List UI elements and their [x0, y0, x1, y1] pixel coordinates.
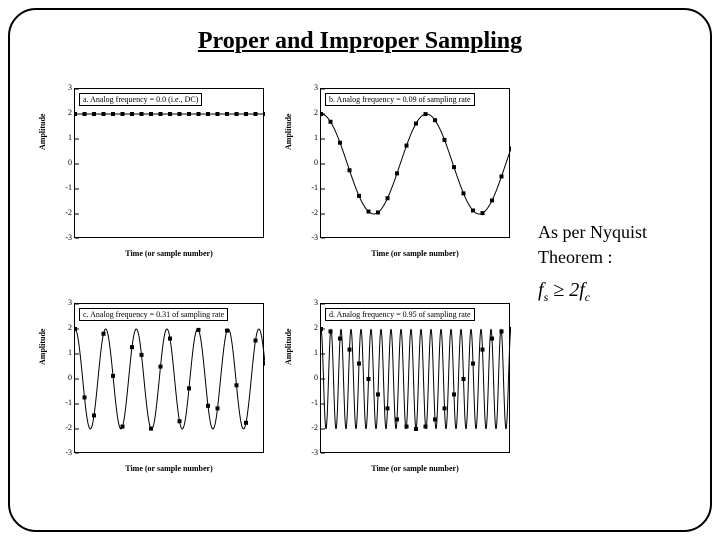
theorem-text: As per Nyquist Theorem : fs ≥ 2fc — [538, 220, 647, 500]
ytick-label: -3 — [60, 448, 72, 457]
xlabel: Time (or sample number) — [74, 249, 264, 258]
plot-a: a. Analog frequency = 0.0 (i.e., DC) — [74, 88, 264, 238]
ytick-label: 0 — [306, 158, 318, 167]
ytick-label: -3 — [306, 448, 318, 457]
caption-d: d. Analog frequency = 0.95 of sampling r… — [325, 308, 475, 321]
chart-svg-d — [321, 304, 511, 454]
ytick-label: -2 — [60, 423, 72, 432]
ytick-label: 0 — [60, 158, 72, 167]
panel-a: Amplitude a. Analog frequency = 0.0 (i.e… — [40, 80, 270, 270]
theorem-line1: As per Nyquist — [538, 220, 647, 245]
plot-c: c. Analog frequency = 0.31 of sampling r… — [74, 303, 264, 453]
panel-d: Amplitude d. Analog frequency = 0.95 of … — [286, 295, 516, 485]
ytick-label: 2 — [306, 108, 318, 117]
ytick-label: -2 — [60, 208, 72, 217]
xlabel: Time (or sample number) — [320, 464, 510, 473]
ytick-label: 1 — [60, 348, 72, 357]
ytick-label: -1 — [306, 183, 318, 192]
xlabel: Time (or sample number) — [74, 464, 264, 473]
ytick-label: 2 — [306, 323, 318, 332]
ytick-label: 2 — [60, 323, 72, 332]
content-area: Amplitude a. Analog frequency = 0.0 (i.e… — [40, 80, 680, 500]
ytick-label: 1 — [306, 348, 318, 357]
panel-c: Amplitude c. Analog frequency = 0.31 of … — [40, 295, 270, 485]
nyquist-formula: fs ≥ 2fc — [538, 276, 647, 306]
charts-grid: Amplitude a. Analog frequency = 0.0 (i.e… — [40, 80, 520, 500]
ytick-label: -3 — [306, 233, 318, 242]
chart-svg-c — [75, 304, 265, 454]
ytick-label: 0 — [306, 373, 318, 382]
ylabel: Amplitude — [284, 329, 293, 365]
panel-b: Amplitude b. Analog frequency = 0.09 of … — [286, 80, 516, 270]
ytick-label: -1 — [60, 398, 72, 407]
chart-svg-a — [75, 89, 265, 239]
ylabel: Amplitude — [38, 329, 47, 365]
slide-frame: Proper and Improper Sampling Amplitude a… — [8, 8, 712, 532]
caption-a: a. Analog frequency = 0.0 (i.e., DC) — [79, 93, 202, 106]
ytick-label: 3 — [306, 83, 318, 92]
ytick-label: 3 — [306, 298, 318, 307]
ytick-label: 2 — [60, 108, 72, 117]
ytick-label: -3 — [60, 233, 72, 242]
caption-b: b. Analog frequency = 0.09 of sampling r… — [325, 93, 475, 106]
ytick-label: 1 — [60, 133, 72, 142]
ylabel: Amplitude — [38, 114, 47, 150]
caption-c: c. Analog frequency = 0.31 of sampling r… — [79, 308, 228, 321]
xlabel: Time (or sample number) — [320, 249, 510, 258]
ytick-label: -1 — [60, 183, 72, 192]
ytick-label: 3 — [60, 83, 72, 92]
ytick-label: 1 — [306, 133, 318, 142]
ytick-label: -2 — [306, 423, 318, 432]
ylabel: Amplitude — [284, 114, 293, 150]
plot-d: d. Analog frequency = 0.95 of sampling r… — [320, 303, 510, 453]
theorem-line2: Theorem : — [538, 245, 647, 270]
ytick-label: 3 — [60, 298, 72, 307]
page-title: Proper and Improper Sampling — [10, 28, 710, 55]
ytick-label: -2 — [306, 208, 318, 217]
ytick-label: 0 — [60, 373, 72, 382]
chart-svg-b — [321, 89, 511, 239]
ytick-label: -1 — [306, 398, 318, 407]
plot-b: b. Analog frequency = 0.09 of sampling r… — [320, 88, 510, 238]
